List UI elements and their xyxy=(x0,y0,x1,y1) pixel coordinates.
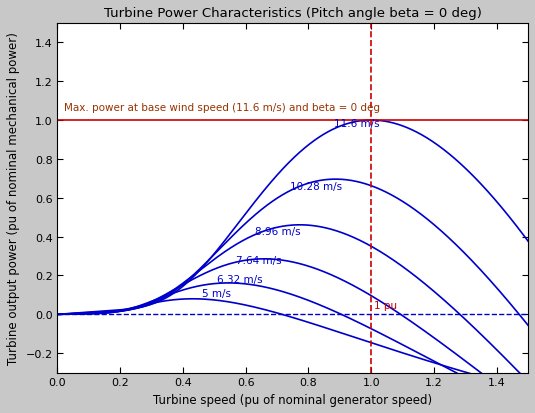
Text: 5 m/s: 5 m/s xyxy=(202,288,231,298)
Text: 7.64 m/s: 7.64 m/s xyxy=(236,255,282,265)
Text: 8.96 m/s: 8.96 m/s xyxy=(255,226,301,236)
Text: 11.6 m/s: 11.6 m/s xyxy=(333,119,379,128)
Y-axis label: Turbine output power (pu of nominal mechanical power): Turbine output power (pu of nominal mech… xyxy=(7,32,20,364)
Text: 6.32 m/s: 6.32 m/s xyxy=(218,275,263,285)
X-axis label: Turbine speed (pu of nominal generator speed): Turbine speed (pu of nominal generator s… xyxy=(153,393,432,406)
Text: 10.28 m/s: 10.28 m/s xyxy=(289,182,342,192)
Text: Max. power at base wind speed (11.6 m/s) and beta = 0 deg: Max. power at base wind speed (11.6 m/s)… xyxy=(64,103,380,113)
Title: Turbine Power Characteristics (Pitch angle beta = 0 deg): Turbine Power Characteristics (Pitch ang… xyxy=(104,7,482,20)
Text: 1 pu: 1 pu xyxy=(374,301,398,311)
